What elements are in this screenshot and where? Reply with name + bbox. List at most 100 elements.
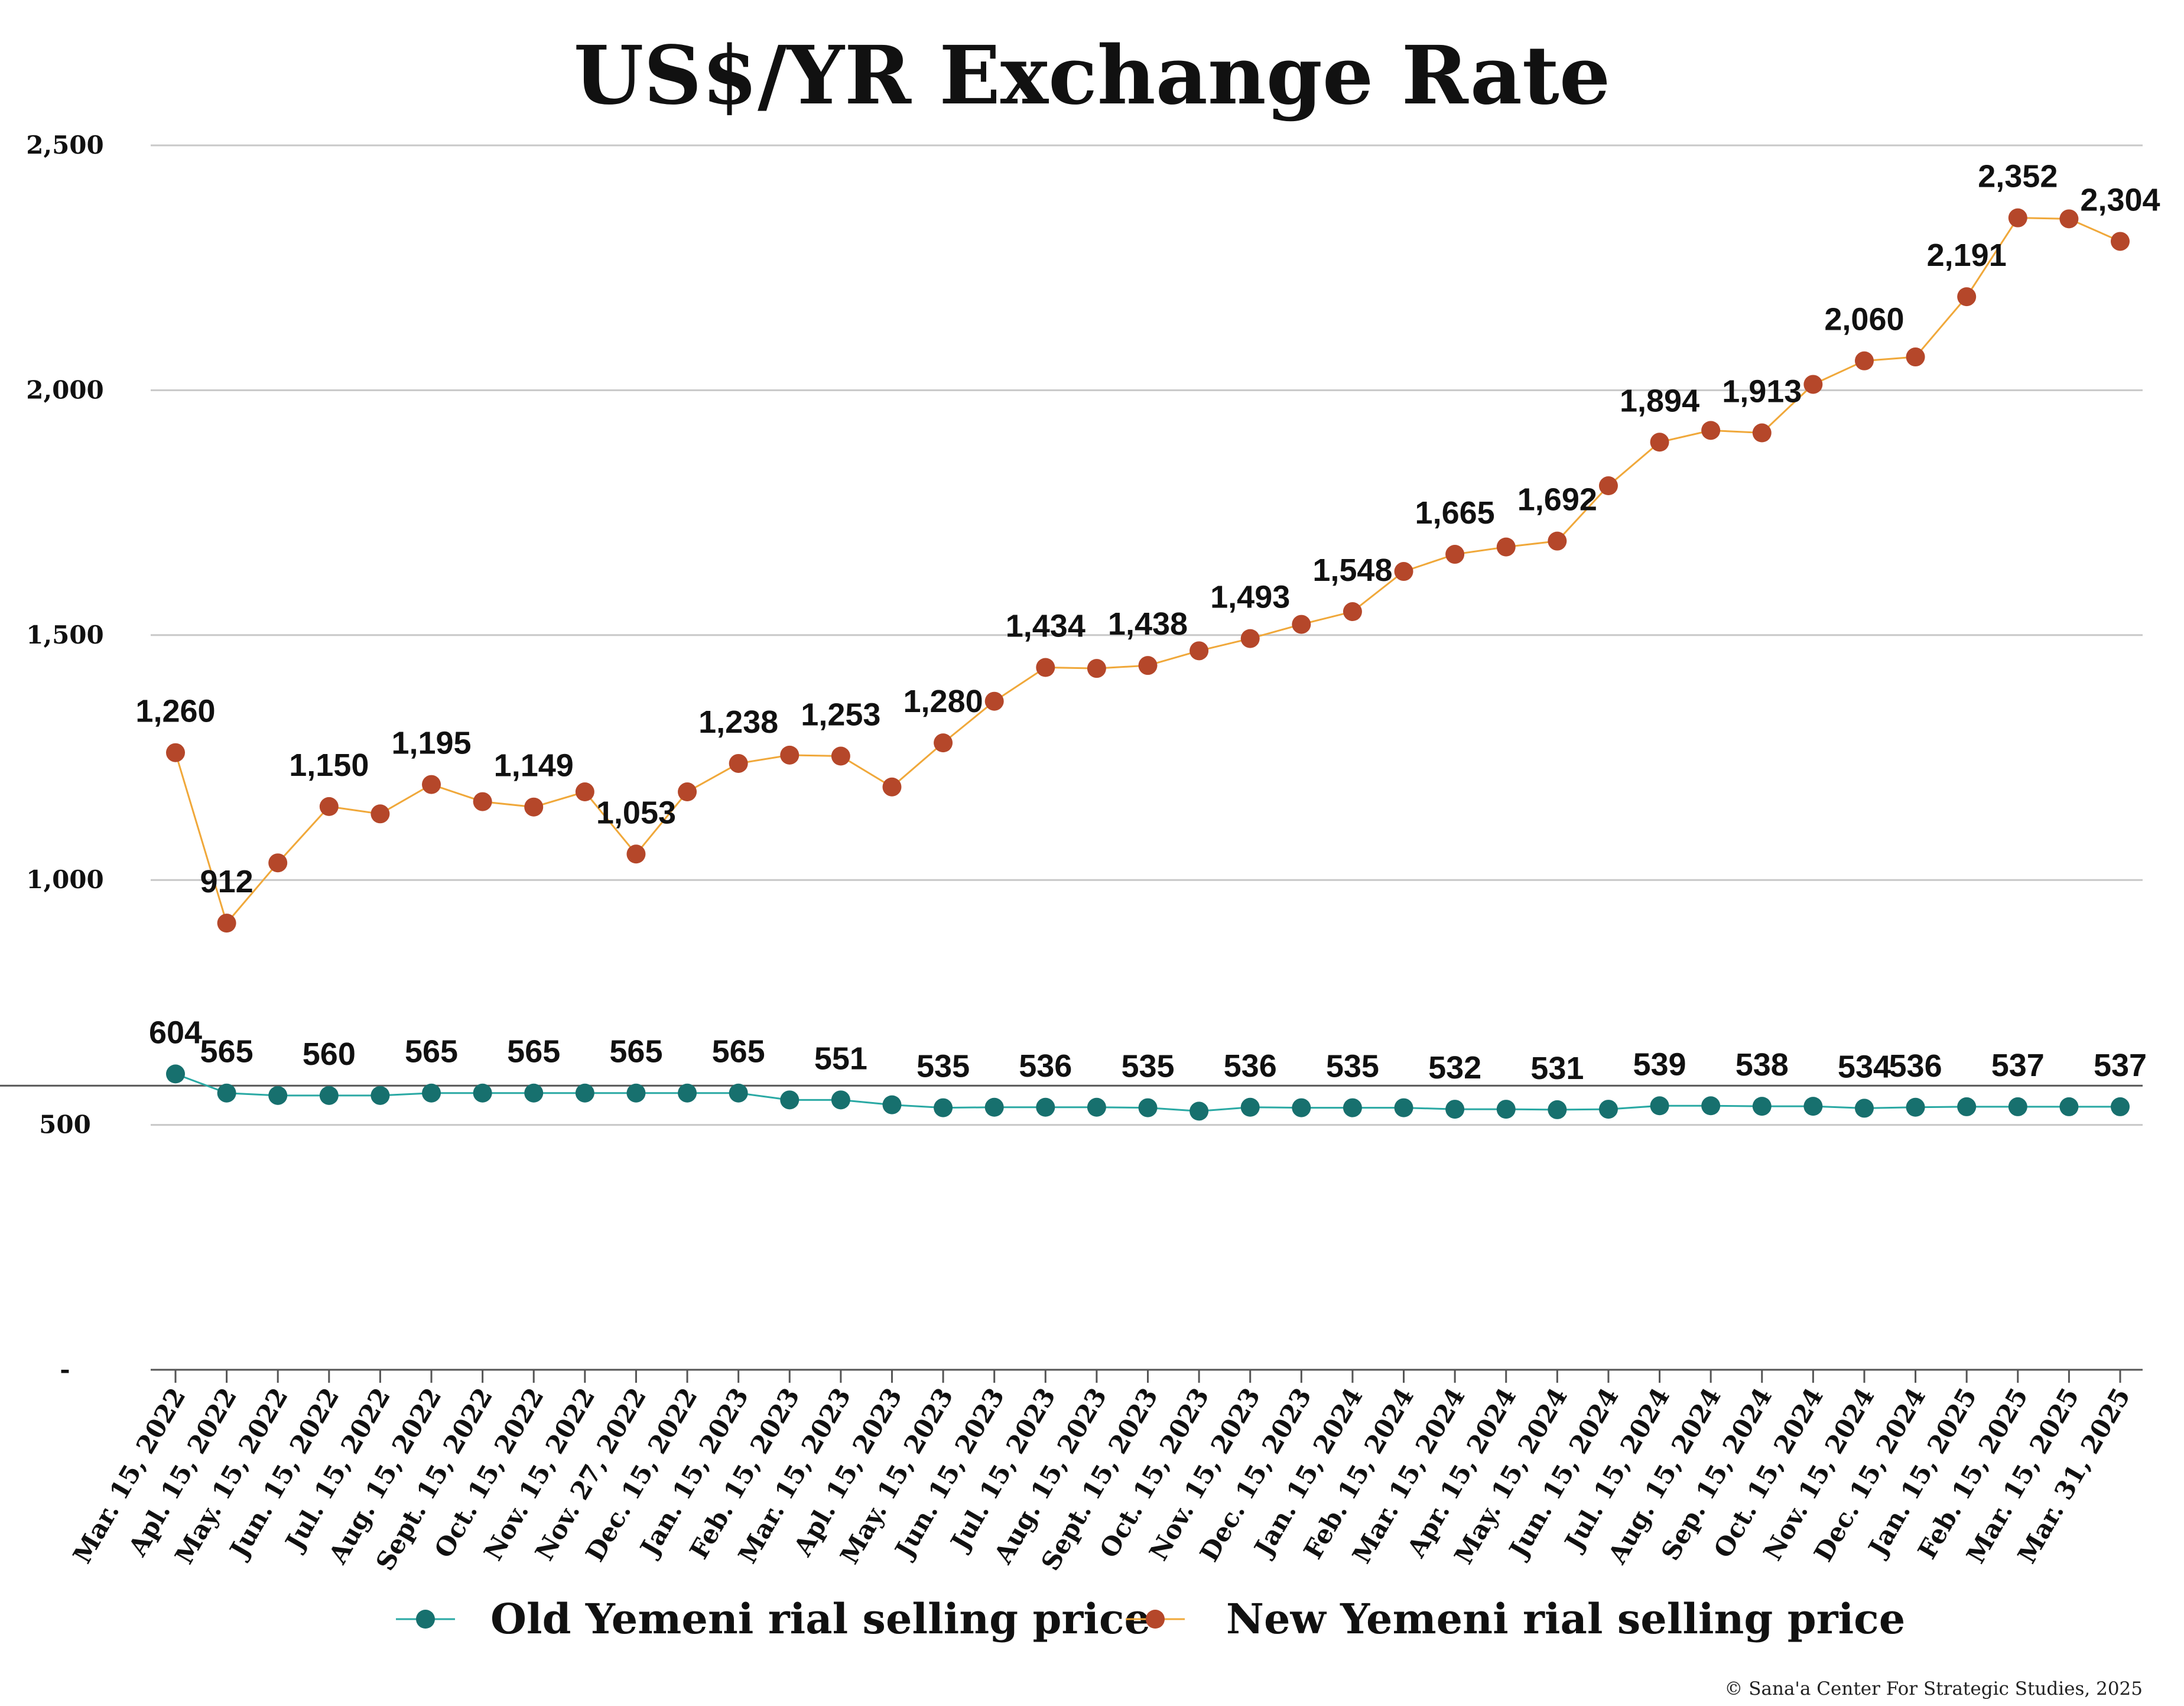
data-label-new: 912	[200, 864, 254, 899]
data-point-old	[2008, 1097, 2027, 1116]
data-label-new: 1,150	[289, 748, 369, 783]
data-point-new	[1190, 641, 1209, 661]
data-point-new	[2111, 232, 2130, 251]
data-point-new	[1445, 545, 1465, 564]
data-point-old	[934, 1098, 953, 1117]
data-label-old: 565	[712, 1034, 765, 1070]
data-point-new	[524, 797, 544, 817]
data-label-new: 1,195	[391, 726, 471, 761]
data-point-old	[473, 1083, 492, 1103]
data-point-new	[831, 746, 850, 766]
data-point-new	[319, 797, 339, 816]
data-label-new: 2,191	[1927, 238, 2007, 273]
data-point-new	[166, 743, 185, 762]
data-point-old	[166, 1064, 185, 1084]
data-point-old	[1138, 1098, 1158, 1117]
data-point-new	[1548, 531, 1567, 551]
data-point-new	[1650, 433, 1669, 452]
data-label-old: 535	[1121, 1049, 1174, 1084]
data-point-new	[370, 804, 390, 824]
data-label-old: 536	[1889, 1048, 1942, 1084]
data-label-new: 1,238	[698, 704, 778, 740]
data-point-new	[1343, 602, 1362, 622]
data-label-old: 537	[2094, 1048, 2147, 1083]
data-label-old: 532	[1428, 1050, 1481, 1086]
data-label-new: 1,493	[1210, 580, 1290, 615]
legend-label: New Yemeni rial selling price	[1226, 1594, 1905, 1643]
data-point-new	[1752, 423, 1772, 443]
data-point-old	[2111, 1097, 2130, 1116]
data-point-new	[268, 853, 288, 873]
data-point-old	[575, 1083, 594, 1103]
data-label-old: 604	[149, 1015, 202, 1050]
data-point-old	[1240, 1097, 1260, 1117]
y-tick-label: -	[60, 1355, 70, 1384]
source-credit: © Sana'a Center For Strategic Studies, 2…	[1724, 1678, 2143, 1699]
legend: Old Yemeni rial selling price New Yemeni …	[396, 1594, 1905, 1643]
data-point-old	[1343, 1098, 1362, 1117]
data-label-old: 537	[1991, 1048, 2045, 1083]
data-label-old: 539	[1633, 1047, 1686, 1082]
legend-marker	[416, 1610, 435, 1629]
data-label-new: 1,053	[596, 795, 676, 830]
data-point-new	[473, 792, 492, 811]
data-point-old	[780, 1090, 800, 1110]
data-point-old	[729, 1083, 748, 1103]
y-tick-label: 1,000	[26, 865, 104, 894]
data-point-old	[1854, 1099, 1874, 1118]
data-label-old: 565	[405, 1034, 458, 1070]
data-point-new	[1036, 658, 1055, 677]
data-point-old	[831, 1090, 850, 1110]
data-label-new: 1,438	[1108, 606, 1188, 642]
data-point-new	[678, 782, 697, 802]
data-point-new	[780, 745, 800, 765]
gridlines	[0, 144, 2143, 1126]
data-point-new	[729, 753, 748, 773]
data-point-old	[1394, 1098, 1413, 1117]
data-point-new	[1701, 421, 1721, 440]
data-point-old	[319, 1086, 339, 1105]
data-label-new: 1,253	[801, 697, 880, 733]
data-label-new: 1,692	[1517, 482, 1597, 518]
y-tick-label: 500	[39, 1110, 91, 1139]
data-point-old	[1598, 1100, 1618, 1119]
legend-marker	[1146, 1610, 1165, 1629]
data-label-old: 534	[1838, 1049, 1891, 1084]
data-label-new: 1,434	[1006, 609, 1086, 644]
data-point-new	[2008, 208, 2027, 228]
data-point-new	[1394, 562, 1413, 581]
data-label-old: 535	[916, 1049, 970, 1084]
chart-title: US$/YR Exchange Rate	[574, 28, 1611, 123]
data-point-old	[1906, 1097, 1925, 1117]
data-label-new: 1,280	[904, 684, 983, 719]
data-point-old	[1036, 1097, 1055, 1117]
data-point-old	[1803, 1097, 1823, 1116]
data-label-old: 551	[814, 1041, 867, 1076]
data-label-new: 1,548	[1312, 553, 1392, 588]
data-point-new	[1496, 537, 1516, 557]
data-point-old	[1701, 1096, 1721, 1116]
data-point-new	[575, 782, 594, 802]
data-point-new	[1803, 375, 1823, 394]
data-point-new	[1138, 656, 1158, 675]
data-point-old	[1292, 1098, 1311, 1117]
y-tick-label: 2,500	[26, 131, 104, 160]
series-lines	[166, 208, 2130, 1121]
data-label-new: 2,352	[1978, 159, 2058, 194]
data-point-new	[984, 691, 1004, 711]
data-point-old	[1445, 1100, 1465, 1119]
data-point-new	[1957, 287, 1977, 307]
data-point-old	[1190, 1101, 1209, 1121]
data-label-new: 1,913	[1722, 374, 1802, 410]
data-label-old: 560	[303, 1036, 356, 1072]
data-point-new	[882, 777, 902, 797]
data-point-old	[268, 1086, 288, 1105]
data-point-old	[217, 1083, 236, 1103]
data-point-new	[626, 844, 646, 864]
data-point-old	[678, 1083, 697, 1103]
data-point-old	[984, 1097, 1004, 1117]
data-label-new: 1,665	[1415, 495, 1495, 531]
